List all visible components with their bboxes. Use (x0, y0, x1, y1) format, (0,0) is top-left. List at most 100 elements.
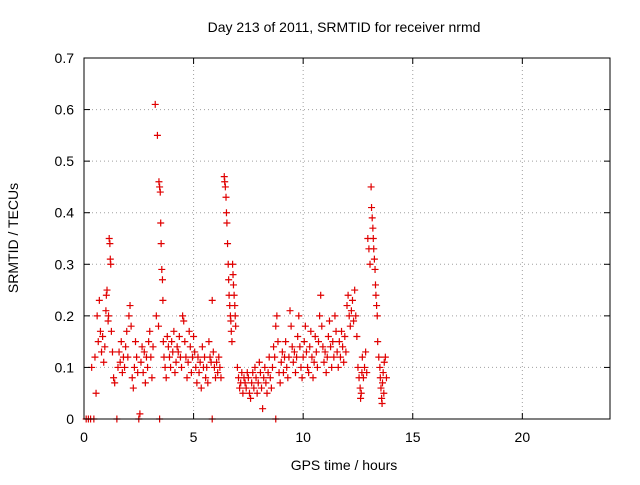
data-point (276, 379, 284, 387)
data-point (192, 363, 200, 371)
data-point (368, 214, 376, 222)
data-point (110, 374, 118, 382)
data-point (301, 322, 309, 330)
data-point (294, 332, 302, 340)
data-point (231, 302, 239, 310)
data-point (123, 327, 131, 335)
data-point (146, 327, 154, 335)
data-point (336, 353, 344, 361)
data-point (345, 312, 353, 320)
data-point (263, 389, 271, 397)
y-tick-label: 0.4 (55, 205, 75, 221)
x-tick-label: 5 (190, 429, 198, 445)
data-point (164, 343, 172, 351)
data-point (187, 369, 195, 377)
data-point (155, 178, 163, 186)
data-point (156, 183, 164, 191)
data-point (285, 353, 293, 361)
data-point (258, 384, 266, 392)
data-point (229, 260, 237, 268)
data-point (116, 358, 124, 366)
data-point (302, 348, 310, 356)
data-point (180, 317, 188, 325)
data-point (217, 374, 225, 382)
data-point (362, 348, 370, 356)
data-point (350, 317, 358, 325)
data-point (130, 363, 138, 371)
data-point (236, 384, 244, 392)
data-point (378, 400, 386, 408)
chart-title: Day 213 of 2011, SRMTID for receiver nrm… (208, 19, 481, 35)
data-point (289, 358, 297, 366)
data-point (318, 322, 326, 330)
data-point (316, 312, 324, 320)
data-point (381, 353, 389, 361)
data-point (172, 358, 180, 366)
data-point (347, 307, 355, 315)
data-point (305, 369, 313, 377)
data-point (361, 363, 369, 371)
data-point (295, 312, 303, 320)
data-point (221, 183, 229, 191)
data-point (96, 327, 104, 335)
data-point (256, 369, 264, 377)
data-point (197, 384, 205, 392)
data-point (224, 240, 232, 248)
data-point (380, 358, 388, 366)
data-point (198, 343, 206, 351)
data-point (157, 219, 165, 227)
data-point (308, 353, 316, 361)
data-point (250, 384, 258, 392)
data-point (196, 358, 204, 366)
data-point (371, 265, 379, 273)
data-point (171, 369, 179, 377)
plot-frame (83, 57, 611, 420)
data-point (208, 296, 216, 304)
data-point (144, 363, 152, 371)
data-point (254, 379, 262, 387)
data-point (125, 312, 133, 320)
data-point (233, 363, 241, 371)
data-point (267, 384, 275, 392)
data-point (242, 384, 250, 392)
data-point (179, 312, 187, 320)
data-point (370, 255, 378, 263)
data-point (103, 286, 111, 294)
data-point (342, 348, 350, 356)
data-point (181, 338, 189, 346)
data-point (298, 374, 306, 382)
data-point (249, 369, 257, 377)
data-point (245, 389, 253, 397)
data-point (153, 131, 161, 139)
data-point (174, 348, 182, 356)
data-point (274, 338, 282, 346)
data-point (105, 235, 113, 242)
data-point (323, 353, 331, 361)
data-point (300, 338, 308, 346)
data-point (114, 363, 122, 371)
data-point (374, 338, 382, 346)
data-point (206, 353, 214, 361)
data-point (195, 369, 203, 377)
data-point (322, 369, 330, 377)
data-point (241, 379, 249, 387)
data-point (346, 322, 354, 330)
data-point (137, 358, 145, 366)
data-point (261, 363, 269, 371)
data-point (331, 312, 339, 320)
data-point (264, 369, 272, 377)
data-point (266, 374, 274, 382)
data-point (239, 389, 247, 397)
data-point (382, 374, 390, 382)
data-point (268, 363, 276, 371)
data-point (162, 374, 170, 382)
data-point (182, 353, 190, 361)
data-point (216, 363, 224, 371)
data-point (194, 353, 202, 361)
data-point (327, 343, 335, 351)
data-point (379, 379, 387, 387)
data-point (147, 353, 155, 361)
data-point (213, 358, 221, 366)
